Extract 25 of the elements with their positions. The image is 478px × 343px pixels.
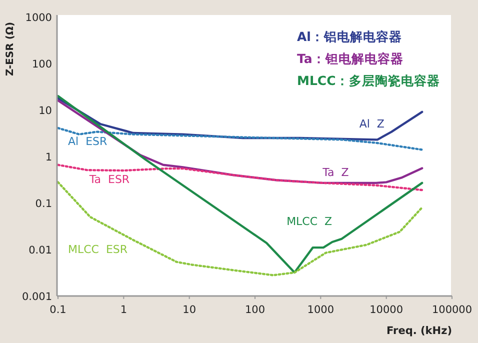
x-axis-title: Freq. (kHz) xyxy=(386,325,452,337)
y-tick-label: 0.1 xyxy=(35,198,52,210)
y-tick-label: 100 xyxy=(32,58,52,70)
annotation: Ta：钽电解电容器 xyxy=(297,51,404,66)
series-label: Ta Z xyxy=(322,166,350,179)
annotation: MLCC：多层陶瓷电容器 xyxy=(297,73,440,88)
y-tick-label: 1 xyxy=(45,152,52,164)
y-tick-label: 0.01 xyxy=(28,244,52,256)
x-tick-label: 1 xyxy=(120,304,128,316)
y-tick-label: 0.001 xyxy=(22,291,52,303)
y-tick-label: 10 xyxy=(38,105,52,117)
x-tick-label: 100000 xyxy=(432,304,472,316)
x-tick-label: 1000 xyxy=(307,304,334,316)
x-tick-label: 10000 xyxy=(370,304,404,316)
series-label: Al ESR xyxy=(68,135,108,148)
x-tick-label: 10 xyxy=(182,304,196,316)
annotation: Al：铝电解电容器 xyxy=(297,29,402,44)
y-axis-title: Z-ESR (Ω) xyxy=(5,22,16,76)
series-label: Al Z xyxy=(359,118,385,131)
x-tick-label: 100 xyxy=(244,304,266,316)
series-label: MLCC ESR xyxy=(68,243,128,256)
series-label: MLCC Z xyxy=(286,214,333,228)
series-label: Ta ESR xyxy=(88,173,130,186)
x-tick-label: 0.1 xyxy=(50,304,66,316)
y-tick-label: 1000 xyxy=(25,12,52,24)
